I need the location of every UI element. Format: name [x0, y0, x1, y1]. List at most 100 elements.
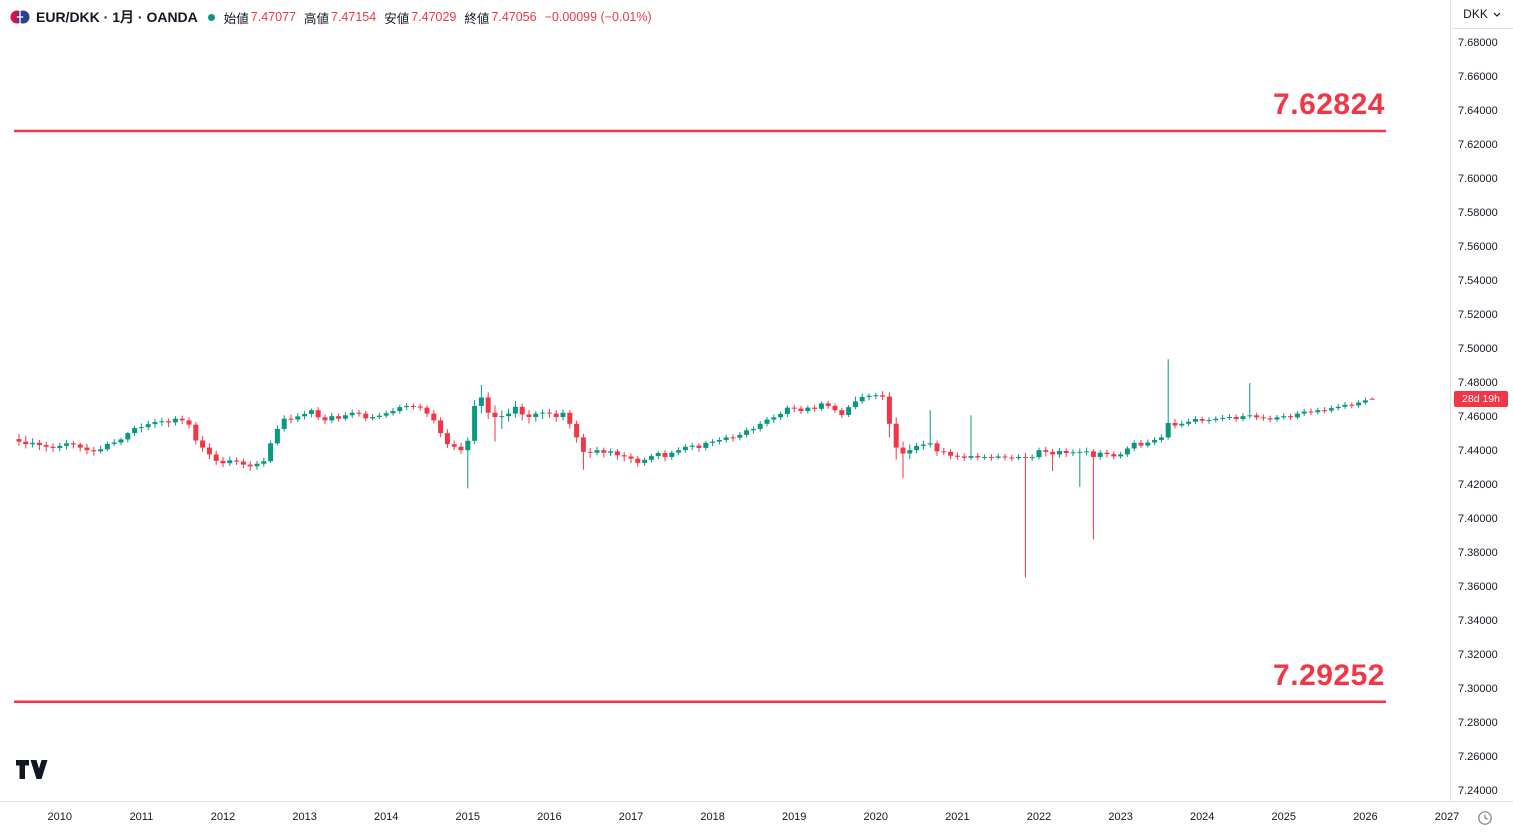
candle	[1165, 359, 1171, 440]
candle	[417, 403, 423, 411]
price-tick-label: 7.26000	[1458, 751, 1498, 763]
time-axis[interactable]: 2010 2011 2012 2013 2014 2015 2016 2017 2018 2019…	[0, 801, 1513, 834]
candle	[1213, 416, 1219, 423]
candle	[444, 429, 450, 448]
candle	[621, 451, 627, 462]
candle	[1090, 448, 1096, 540]
candle	[1104, 449, 1110, 458]
tradingview-logo[interactable]	[16, 760, 48, 784]
candle	[655, 451, 661, 460]
candle	[818, 401, 824, 412]
candle	[812, 405, 818, 412]
price-tick-label: 7.36000	[1458, 581, 1498, 593]
market-status-dot-icon[interactable]	[207, 13, 215, 21]
candle	[247, 461, 253, 471]
candle	[805, 405, 811, 414]
symbol-title[interactable]: EUR/DKK · 1月 · OANDA	[36, 9, 198, 25]
low-value: 7.47029	[411, 10, 457, 24]
candle	[485, 392, 491, 420]
chart-canvas[interactable]	[0, 0, 1450, 802]
candle	[703, 440, 709, 451]
candle	[138, 423, 144, 433]
candle	[1138, 439, 1144, 448]
candle	[907, 444, 913, 460]
candle	[587, 447, 593, 458]
bar-countdown-badge: 28d 19h	[1454, 391, 1508, 408]
candle	[1328, 405, 1334, 413]
candle	[941, 447, 947, 456]
candle	[1240, 413, 1246, 422]
candle	[519, 403, 525, 421]
candle	[859, 393, 865, 404]
candle	[1226, 413, 1232, 421]
price-tick-label: 7.28000	[1458, 717, 1498, 729]
currency-label: DKK	[1463, 7, 1488, 21]
candle	[302, 411, 308, 420]
candle	[478, 385, 484, 414]
candle	[614, 448, 620, 460]
time-tick-label: 2027	[1434, 811, 1460, 823]
price-tick-label: 7.52000	[1458, 309, 1498, 321]
candle	[1247, 383, 1253, 419]
price-level-label: 7.62824	[1273, 87, 1385, 121]
candle	[1315, 407, 1321, 415]
price-tick-label: 7.68000	[1458, 37, 1498, 49]
time-tick-label: 2023	[1108, 811, 1133, 823]
candle	[322, 414, 328, 425]
candle	[1186, 418, 1192, 427]
price-tick-label: 7.38000	[1458, 547, 1498, 559]
candle	[261, 457, 267, 467]
candle	[336, 413, 342, 422]
candle	[145, 420, 151, 431]
candle	[424, 405, 430, 417]
open-value: 7.47077	[250, 10, 296, 24]
ohlc-legend: 始値 7.47077 高値 7.47154 安値 7.47029 終値 7.47056 …	[224, 8, 652, 27]
candle	[744, 427, 750, 438]
candle	[220, 456, 226, 468]
currency-selector[interactable]: DKK	[1451, 0, 1513, 29]
clock-icon[interactable]	[1477, 810, 1493, 826]
candle	[798, 405, 804, 414]
candle	[390, 408, 396, 416]
candle	[1124, 446, 1130, 457]
candle	[975, 453, 981, 461]
high-label: 高値	[303, 11, 329, 26]
candle	[1274, 414, 1280, 422]
candle	[546, 408, 552, 418]
price-axis[interactable]: DKK 28d 19h 7.68000 7.66000 7.64000 7.62000…	[1450, 0, 1513, 802]
candle	[900, 441, 906, 478]
candle	[512, 400, 518, 418]
candle	[846, 405, 852, 417]
candle	[1158, 434, 1164, 443]
price-tick-label: 7.56000	[1458, 241, 1498, 253]
candle	[499, 410, 505, 429]
time-tick-label: 2022	[1026, 811, 1052, 823]
candle	[57, 442, 63, 451]
candle	[1022, 453, 1028, 578]
candle	[98, 445, 104, 454]
chart-legend: EUR/DKK · 1月 · OANDA 始値 7.47077 高値 7.47154…	[10, 7, 652, 27]
candle	[1036, 447, 1042, 460]
candle	[968, 415, 974, 461]
candle	[397, 404, 403, 414]
candle	[710, 439, 716, 447]
candle	[1002, 454, 1008, 461]
candle	[1084, 447, 1090, 456]
price-tick-label: 7.62000	[1458, 139, 1498, 151]
candle	[1111, 451, 1117, 460]
candle	[982, 454, 988, 460]
candle	[948, 449, 954, 460]
candle	[750, 426, 756, 434]
close-value: 7.47056	[491, 10, 537, 24]
time-tick-label: 2025	[1271, 811, 1297, 823]
time-tick-label: 2024	[1189, 811, 1215, 823]
price-tick-label: 7.54000	[1458, 275, 1498, 287]
candle	[526, 410, 532, 424]
candle	[567, 410, 573, 429]
time-tick-label: 2016	[537, 811, 562, 823]
price-tick-label: 7.34000	[1458, 615, 1498, 627]
candle	[1308, 408, 1314, 415]
symbol-pair-logo-icon	[10, 9, 30, 25]
candle	[574, 420, 580, 443]
